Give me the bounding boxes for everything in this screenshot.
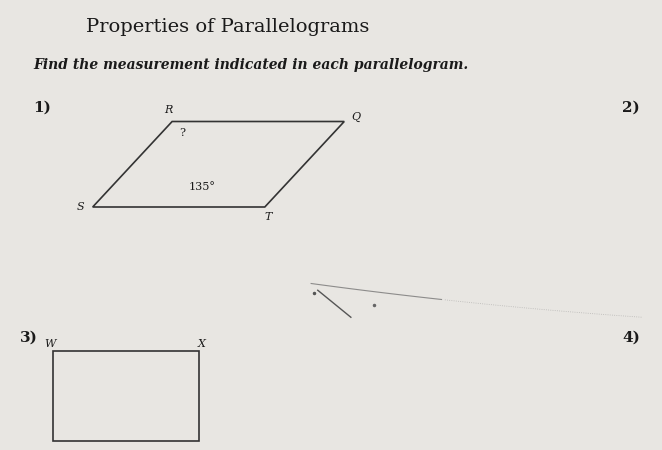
Text: T: T xyxy=(264,212,272,222)
Text: X: X xyxy=(198,339,206,349)
Text: W: W xyxy=(44,339,56,349)
Text: 2): 2) xyxy=(622,101,640,115)
Text: Find the measurement indicated in each parallelogram.: Find the measurement indicated in each p… xyxy=(33,58,468,72)
Text: 1): 1) xyxy=(33,101,51,115)
Text: R: R xyxy=(165,105,173,115)
Text: 4): 4) xyxy=(622,330,640,345)
Text: S: S xyxy=(77,202,85,212)
Bar xyxy=(53,351,199,441)
Text: ?: ? xyxy=(179,128,185,138)
Text: Q: Q xyxy=(352,112,361,122)
Text: 135°: 135° xyxy=(189,182,215,192)
Text: Properties of Parallelograms: Properties of Parallelograms xyxy=(86,18,369,36)
Text: 3): 3) xyxy=(20,330,38,345)
